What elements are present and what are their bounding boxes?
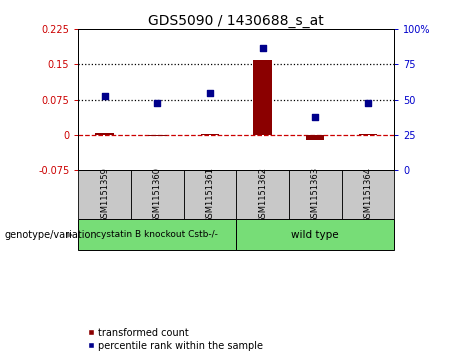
Text: GSM1151364: GSM1151364 (363, 167, 372, 223)
Bar (131, 170, 183, 220)
Title: GDS5090 / 1430688_s_at: GDS5090 / 1430688_s_at (148, 14, 324, 28)
Point (154, 100, 161, 106)
Bar (236, 220, 394, 250)
Point (206, 90, 213, 95)
Point (259, 45, 266, 51)
Text: GSM1151360: GSM1151360 (153, 167, 162, 223)
Text: GSM1151363: GSM1151363 (311, 167, 320, 223)
Bar (78, 220, 236, 250)
Bar (254, 60, 272, 135)
Bar (78, 170, 131, 220)
Bar (183, 170, 236, 220)
Bar (148, 135, 166, 136)
Bar (289, 170, 342, 220)
Text: genotype/variation: genotype/variation (5, 230, 97, 240)
Point (364, 100, 372, 106)
Bar (306, 135, 325, 140)
Bar (342, 170, 394, 220)
Point (312, 114, 319, 120)
Text: GSM1151361: GSM1151361 (206, 167, 214, 223)
Bar (95, 134, 114, 135)
Bar (201, 134, 219, 135)
Bar (359, 134, 377, 135)
Text: wild type: wild type (291, 230, 339, 240)
Legend: transformed count, percentile rank within the sample: transformed count, percentile rank withi… (83, 324, 267, 355)
Text: cystatin B knockout Cstb-/-: cystatin B knockout Cstb-/- (96, 231, 218, 240)
Text: GSM1151359: GSM1151359 (100, 167, 109, 223)
Text: GSM1151362: GSM1151362 (258, 167, 267, 223)
Bar (236, 170, 289, 220)
Point (101, 93, 108, 99)
